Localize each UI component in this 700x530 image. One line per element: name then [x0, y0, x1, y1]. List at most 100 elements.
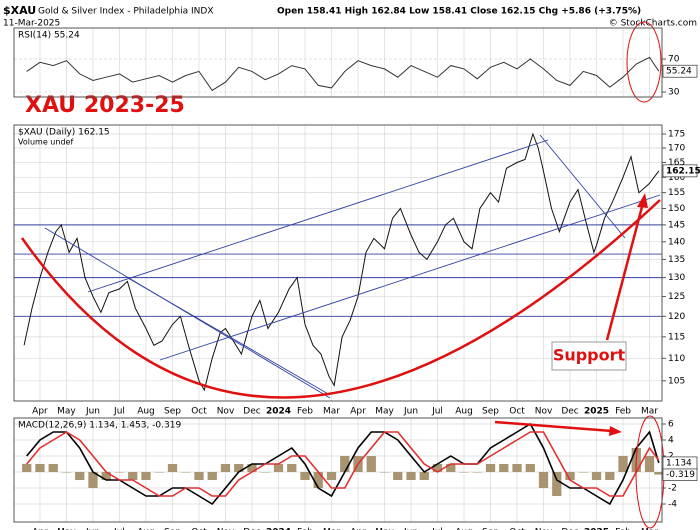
histogram-bar: [75, 472, 85, 480]
panel: [14, 418, 664, 522]
histogram-bar: [379, 472, 390, 473]
x-tick-label: Jun: [403, 407, 418, 417]
date: 11-Mar-2025: [3, 19, 60, 29]
support-box: [551, 341, 627, 371]
histogram-bar: [485, 464, 496, 472]
x-tick-label: Jun: [85, 528, 100, 530]
y-tick-label: 115: [668, 332, 685, 342]
value-tag: [662, 456, 698, 470]
x-tick-label: 2025: [584, 528, 609, 530]
y-tick-label: 130: [668, 273, 685, 283]
histogram-bar: [419, 472, 429, 480]
series-line: [26, 431, 660, 497]
value-tag-label: -0.319: [666, 470, 695, 480]
x-tick-label: Apr: [350, 528, 366, 530]
histogram-bar: [154, 472, 164, 473]
x-tick-label: May: [375, 528, 394, 530]
x-tick-label: Apr: [32, 528, 48, 530]
y-tick-label: 70: [668, 55, 680, 65]
y-tick-label: 30: [668, 88, 680, 98]
x-tick-label: Aug: [137, 528, 155, 530]
panel-frame: [13, 417, 663, 523]
legend: Volume undef: [18, 138, 73, 147]
histogram-bar: [167, 464, 178, 472]
histogram-bar: [459, 472, 469, 473]
legend: RSI(14) 55.24: [18, 31, 80, 41]
x-tick-label: Dec: [243, 407, 260, 417]
x-tick-label: Mar: [323, 407, 340, 417]
x-tick-label: May: [57, 407, 76, 417]
histogram-bar: [128, 472, 138, 480]
plot-area: [14, 28, 662, 97]
histogram-bar: [61, 472, 72, 473]
histogram-bar: [472, 472, 482, 473]
plot-area: [14, 418, 662, 522]
support-arrow: [605, 202, 645, 341]
x-tick-label: Oct: [509, 528, 525, 530]
histogram-bar: [287, 464, 297, 472]
x-tick-label: Jul: [431, 528, 443, 530]
x-tick-label: Nov: [217, 528, 235, 530]
y-tick-label: 165: [668, 158, 685, 168]
symbol: $XAU: [3, 4, 36, 17]
x-tick-label: Jul: [113, 407, 125, 417]
x-tick-label: Nov: [535, 528, 553, 530]
value-tag-label: 1.134: [666, 458, 692, 468]
histogram-bar: [393, 472, 403, 480]
y-tick-label: 145: [668, 220, 685, 230]
x-tick-label: 2025: [584, 407, 609, 417]
trendline: [539, 134, 626, 239]
x-tick-label: Nov: [535, 407, 553, 417]
x-tick-label: Oct: [191, 407, 207, 417]
histogram-bar: [512, 464, 522, 472]
x-tick-label: Jun: [85, 407, 100, 417]
histogram-bar: [35, 464, 45, 472]
legend: $XAU (Daily) 162.15: [18, 128, 110, 138]
histogram-bar: [525, 464, 535, 472]
x-tick-label: Dec: [243, 528, 260, 530]
series-line: [26, 56, 660, 92]
histogram-bar: [313, 472, 323, 488]
histogram-bar: [552, 472, 562, 496]
y-tick-label: 150: [668, 204, 685, 214]
trendline: [127, 277, 331, 396]
trendline: [44, 227, 331, 399]
histogram-bar: [88, 472, 98, 488]
value-tag: [662, 64, 698, 78]
x-tick-label: Feb: [615, 407, 631, 417]
histogram-bar: [48, 464, 58, 472]
histogram-bar: [605, 472, 615, 480]
histogram-bar: [260, 472, 270, 473]
x-tick-label: Dec: [561, 528, 578, 530]
y-tick-label: 125: [668, 292, 685, 302]
highlight-ellipse: [626, 21, 662, 103]
x-tick-label: Oct: [509, 407, 525, 417]
histogram-bar: [432, 464, 443, 472]
annotations-layer: [20, 21, 665, 529]
x-tick-label: Aug: [455, 407, 473, 417]
y-tick-label: 140: [668, 237, 685, 247]
histogram-bar: [300, 472, 310, 480]
y-tick-label: 2: [668, 452, 674, 462]
y-tick-label: 120: [668, 312, 685, 322]
histogram-bar: [499, 464, 509, 472]
x-tick-label: Feb: [615, 528, 631, 530]
y-tick-label: 4: [668, 436, 674, 446]
histogram-bar: [366, 456, 376, 472]
legend: MACD(12,26,9) 1.134, 1.453, -0.319: [18, 421, 181, 431]
x-tick-label: Oct: [191, 528, 207, 530]
quote: Open 158.41 High 162.84 Low 158.41 Close…: [277, 7, 641, 17]
arrow-head: [609, 426, 622, 436]
value-tag: [662, 164, 698, 178]
y-tick-label: 6: [668, 420, 674, 430]
histogram-bar: [273, 464, 284, 472]
histogram-bar: [247, 464, 257, 472]
x-tick-label: Apr: [350, 407, 366, 417]
y-tick-label: 170: [668, 144, 685, 154]
histogram-bar: [326, 472, 337, 480]
x-tick-label: Sep: [164, 528, 181, 530]
panel-frame: [13, 124, 663, 402]
histogram-bar: [618, 456, 628, 472]
histogram-bar: [220, 464, 231, 472]
x-tick-label: May: [375, 407, 394, 417]
